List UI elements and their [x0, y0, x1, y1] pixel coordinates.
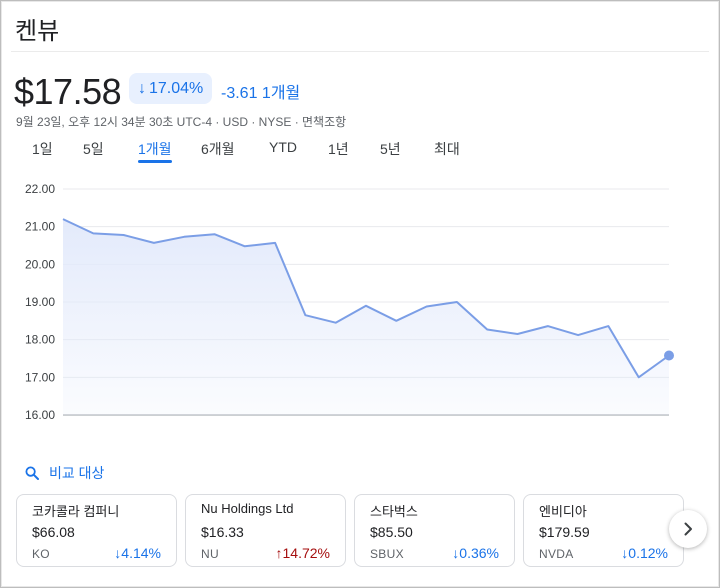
current-point-marker [664, 350, 674, 361]
related-name: 코카콜라 컴퍼니 [32, 504, 120, 519]
y-tick-label: 20.00 [25, 257, 55, 271]
related-stocks: 코카콜라 컴퍼니 $66.08 KO ↓4.14% Nu Holdings Lt… [16, 494, 716, 568]
related-change-value: 14.72% [282, 545, 330, 561]
title-divider [11, 51, 709, 52]
compare-button[interactable]: 비교 대상 [25, 463, 104, 483]
related-card-nvda[interactable]: 엔비디아 $179.59 NVDA ↓0.12% [523, 494, 684, 567]
related-ticker: NU [201, 547, 219, 561]
tab-5d[interactable]: 5일 [83, 141, 104, 157]
percent-change-badge: ↓ 17.04% [129, 73, 213, 104]
price-chart[interactable]: 22.00 21.00 20.00 19.00 18.00 17.00 16.00 [1, 173, 720, 445]
tab-max[interactable]: 최대 [434, 141, 460, 157]
tab-1m[interactable]: 1개월 [138, 141, 172, 163]
y-tick-label: 18.00 [25, 333, 55, 347]
price-line [62, 218, 670, 379]
y-tick-label: 21.00 [25, 220, 55, 234]
related-change: ↓0.12% [621, 545, 668, 561]
absolute-change: -3.61 1개월 [221, 79, 300, 103]
current-price: $17.58 [14, 71, 122, 112]
quote-meta: 9월 23일, 오후 12시 34분 30초 UTC-4 · USD · NYS… [16, 115, 347, 129]
arrow-down-icon: ↓ [138, 79, 146, 97]
related-change-value: 4.14% [121, 545, 161, 561]
tab-1y[interactable]: 1년 [328, 141, 349, 157]
tab-1d[interactable]: 1일 [32, 141, 53, 157]
related-name: 스타벅스 [370, 504, 418, 519]
related-ticker: SBUX [370, 547, 404, 561]
next-button[interactable] [669, 510, 707, 548]
related-change: ↓4.14% [114, 545, 161, 561]
related-card-sbux[interactable]: 스타벅스 $85.50 SBUX ↓0.36% [354, 494, 515, 567]
change-period: 1개월 [261, 85, 301, 102]
search-icon [25, 466, 39, 480]
y-tick-label: 19.00 [25, 295, 55, 309]
related-change-value: 0.12% [628, 545, 668, 561]
y-tick-label: 22.00 [25, 182, 55, 196]
arrow-up-icon: ↑ [275, 545, 283, 561]
tab-ytd[interactable]: YTD [269, 139, 297, 155]
related-change: ↑14.72% [276, 545, 330, 561]
absolute-change-value: -3.61 [221, 85, 258, 102]
arrow-down-icon: ↓ [114, 545, 122, 561]
related-price: $85.50 [370, 524, 413, 540]
range-tabs: 1일 5일 1개월 6개월 YTD 1년 5년 최대 [1, 139, 720, 165]
tab-6m[interactable]: 6개월 [201, 141, 235, 157]
related-card-nu[interactable]: Nu Holdings Ltd $16.33 NU ↑14.72% [185, 494, 346, 567]
related-price: $179.59 [539, 524, 590, 540]
compare-label: 비교 대상 [49, 465, 105, 481]
related-change-value: 0.36% [459, 545, 499, 561]
related-card-ko[interactable]: 코카콜라 컴퍼니 $66.08 KO ↓4.14% [16, 494, 177, 567]
tab-5y[interactable]: 5년 [380, 141, 401, 157]
y-tick-label: 16.00 [25, 408, 55, 422]
related-ticker: KO [32, 547, 50, 561]
related-change: ↓0.36% [452, 545, 499, 561]
percent-change-value: 17.04% [149, 79, 204, 97]
chevron-right-icon [684, 522, 692, 536]
company-title: 켄뷰 [15, 18, 60, 45]
related-price: $16.33 [201, 524, 244, 540]
related-name: Nu Holdings Ltd [201, 501, 294, 516]
y-tick-label: 17.00 [25, 370, 55, 384]
related-ticker: NVDA [539, 547, 574, 561]
related-price: $66.08 [32, 524, 75, 540]
arrow-down-icon: ↓ [621, 545, 629, 561]
price-area [63, 219, 669, 415]
arrow-down-icon: ↓ [452, 545, 460, 561]
related-name: 엔비디아 [539, 504, 587, 519]
